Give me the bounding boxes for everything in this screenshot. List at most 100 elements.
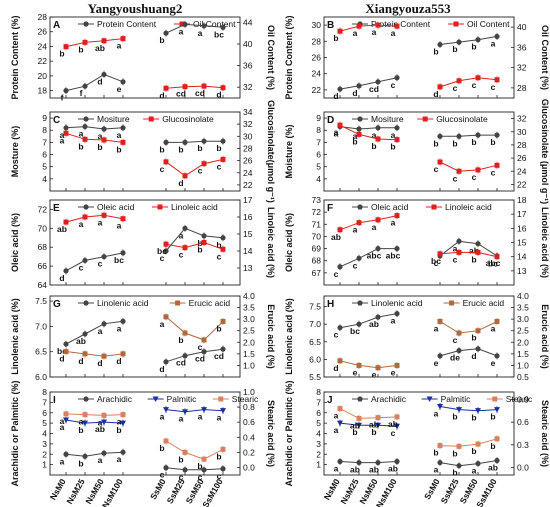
data-point (120, 125, 126, 131)
series-line (439, 251, 498, 258)
data-point (356, 126, 362, 132)
data-point (356, 255, 362, 261)
y-tick-label: 6.0 (35, 372, 47, 382)
legend-marker (83, 300, 89, 306)
data-point (494, 436, 500, 442)
data-point (475, 167, 481, 173)
significance-letter: d (97, 358, 102, 368)
series-line (65, 413, 124, 416)
significance-letter: b (471, 413, 476, 423)
y-tick-label: 71 (312, 219, 322, 229)
data-point (82, 83, 88, 89)
data-point (475, 37, 481, 43)
panel-d: 4 5 6 7 8 9 22 24 26 28 30 32 Moisture (%) Glucosinol… (284, 99, 550, 204)
data-point (356, 321, 362, 327)
y2-tick-label: 0.6 (517, 417, 529, 427)
y-tick-label: 6 (42, 408, 47, 418)
y2-tick-label: 15 (243, 229, 253, 239)
significance-letter: c (453, 83, 458, 93)
y-tick-label: 7.0 (35, 321, 47, 331)
data-point (375, 415, 381, 421)
significance-letter: d (97, 76, 102, 86)
significance-letter: a (160, 412, 165, 422)
significance-letter: b (452, 448, 457, 458)
panel-letter: A (53, 20, 60, 31)
significance-letter: e (372, 370, 377, 380)
y-tick-label: 70 (38, 223, 48, 233)
significance-letter: ab (388, 419, 398, 429)
data-point (101, 450, 107, 456)
series-line (339, 461, 398, 464)
data-point (475, 408, 481, 414)
data-point (356, 83, 362, 89)
y2-tick-label: 0.8 (243, 402, 255, 412)
y2-tick-label: 0.5 (517, 372, 529, 382)
significance-letter: a (98, 417, 103, 427)
data-point (494, 33, 500, 40)
significance-letter: bc (157, 246, 167, 256)
data-point (456, 238, 462, 244)
significance-letter: a (491, 38, 496, 48)
data-point (394, 423, 400, 430)
significance-letter: a (491, 323, 496, 333)
legend-label: Arachidic (97, 394, 133, 404)
significance-letter: a (179, 26, 184, 36)
y2-tick-label: 26 (243, 156, 253, 166)
data-point (182, 225, 188, 231)
data-point (356, 220, 362, 226)
significance-letter: c (434, 164, 439, 174)
y2-tick-label: 32 (243, 82, 253, 92)
significance-letter: e (491, 358, 496, 368)
significance-letter: b (216, 323, 221, 333)
y-tick-label: 68 (38, 242, 48, 252)
significance-letter: cd (195, 88, 205, 98)
significance-letter: c (472, 172, 477, 182)
y2-tick-label: 14 (517, 252, 527, 262)
legend-marker (157, 204, 163, 210)
data-point (182, 409, 188, 415)
legend-label: Erucic acid (463, 298, 505, 308)
significance-letter: f (61, 93, 64, 103)
significance-letter: b (490, 137, 495, 147)
panel-a: 18 20 22 24 26 28 32 36 40 44 Protein Content (%) O… (10, 12, 276, 103)
y2-tick-label: 18 (517, 195, 527, 205)
series-line (65, 451, 124, 457)
y2-tick-label: 22 (517, 179, 527, 189)
panel-letter: G (53, 299, 61, 310)
data-point (163, 465, 169, 471)
significance-letter: c (491, 82, 496, 92)
data-point (120, 412, 126, 418)
significance-letter: b (78, 141, 83, 151)
y-tick-label: 66 (38, 261, 48, 271)
significance-letter: b (159, 144, 164, 154)
significance-letter: c (453, 254, 458, 264)
data-point (63, 88, 69, 94)
data-point (163, 159, 169, 165)
data-point (101, 126, 107, 132)
data-point (475, 249, 481, 255)
data-point (120, 139, 126, 145)
significance-letter: c (391, 428, 396, 438)
y2-tick-label: 28 (517, 83, 527, 93)
significance-letter: a (198, 412, 203, 422)
series-line (439, 438, 498, 447)
data-point (375, 22, 381, 28)
data-point (163, 314, 169, 320)
legend-label: Linolenic acid (97, 298, 149, 308)
significance-letter: b (490, 441, 495, 451)
data-point (394, 23, 400, 29)
legend-marker (422, 116, 428, 122)
data-point (82, 412, 88, 418)
data-point (375, 459, 381, 466)
significance-letter: a (434, 409, 439, 419)
data-point (201, 233, 207, 239)
significance-letter: a (391, 130, 396, 140)
significance-letter: e (391, 367, 396, 377)
significance-letter: c (160, 253, 165, 263)
y2-tick-label: 1.0 (243, 360, 255, 370)
data-point (163, 359, 169, 365)
significance-letter: b (197, 245, 202, 255)
significance-letter: b (352, 136, 357, 146)
significance-letter: a (60, 422, 65, 432)
significance-letter: b (390, 142, 395, 152)
